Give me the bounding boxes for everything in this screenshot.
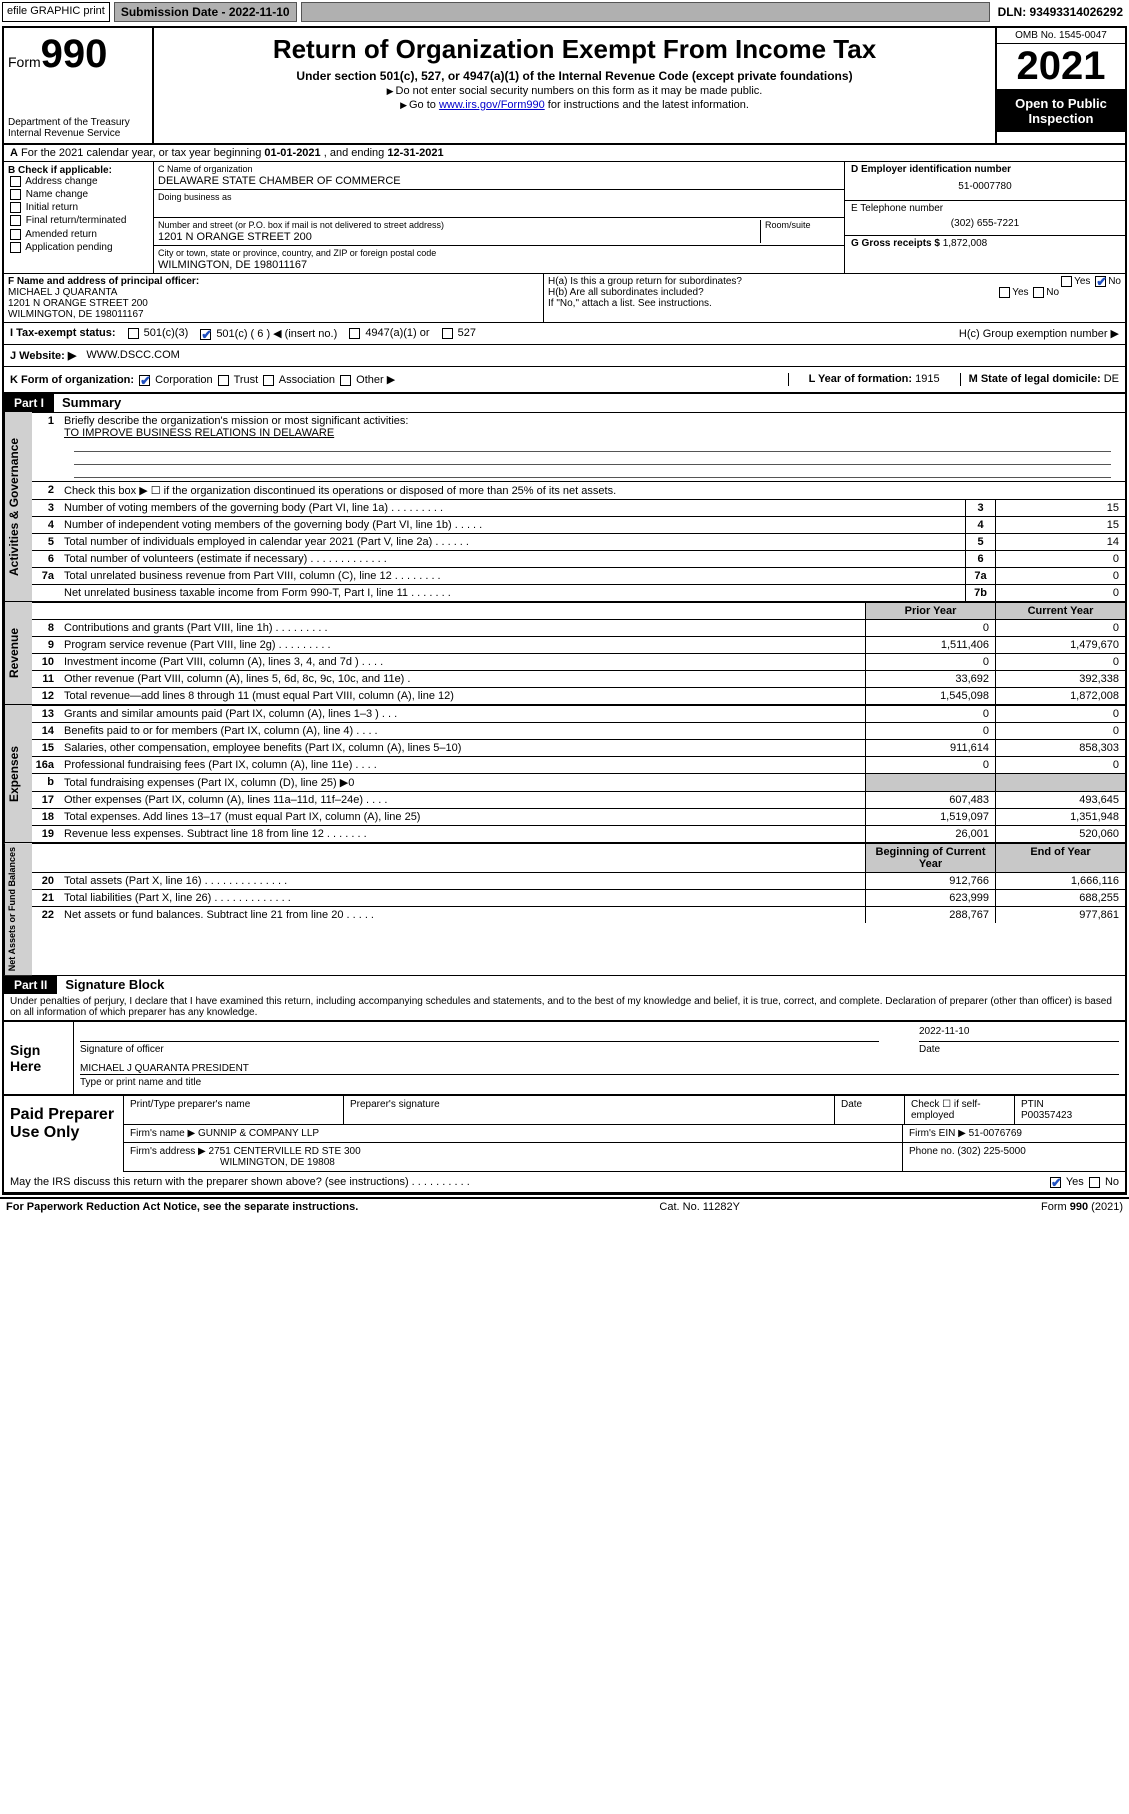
spacer-button <box>301 2 990 22</box>
line-11: 11Other revenue (Part VIII, column (A), … <box>32 670 1125 687</box>
part1-header: Part ISummary <box>4 394 1125 412</box>
perjury-text: Under penalties of perjury, I declare th… <box>4 994 1125 1020</box>
line-19: 19Revenue less expenses. Subtract line 1… <box>32 825 1125 842</box>
line-14: 14Benefits paid to or for members (Part … <box>32 722 1125 739</box>
paid-preparer-label: Paid Preparer Use Only <box>4 1096 124 1172</box>
check-applicable-box: B Check if applicable: Address change Na… <box>4 162 154 273</box>
dln-label: DLN: 93493314026292 <box>994 2 1127 22</box>
footer: For Paperwork Reduction Act Notice, see … <box>0 1197 1129 1215</box>
line-22: 22Net assets or fund balances. Subtract … <box>32 906 1125 923</box>
side-revenue: Revenue <box>4 602 32 704</box>
line-6: 6Total number of volunteers (estimate if… <box>32 550 1125 567</box>
line-18: 18Total expenses. Add lines 13–17 (must … <box>32 808 1125 825</box>
discuss-row: May the IRS discuss this return with the… <box>4 1172 1125 1193</box>
year-box: OMB No. 1545-0047 2021 Open to Public In… <box>995 28 1125 143</box>
line-10: 10Investment income (Part VIII, column (… <box>32 653 1125 670</box>
side-expenses: Expenses <box>4 705 32 842</box>
line-8: 8Contributions and grants (Part VIII, li… <box>32 619 1125 636</box>
sign-here-label: Sign Here <box>4 1022 74 1094</box>
side-activities: Activities & Governance <box>4 412 32 601</box>
line-5: 5Total number of individuals employed in… <box>32 533 1125 550</box>
form-id-box: Form990 Department of the Treasury Inter… <box>4 28 154 143</box>
signature-body: Signature of officer 2022-11-10Date MICH… <box>74 1022 1125 1094</box>
line-4: 4Number of independent voting members of… <box>32 516 1125 533</box>
line-b: bTotal fundraising expenses (Part IX, co… <box>32 773 1125 791</box>
tax-status-row: I Tax-exempt status: 501(c)(3) 501(c) ( … <box>4 323 1125 345</box>
line-13: 13Grants and similar amounts paid (Part … <box>32 705 1125 722</box>
line-12: 12Total revenue—add lines 8 through 11 (… <box>32 687 1125 704</box>
ein-phone-box: D Employer identification number51-00077… <box>845 162 1125 273</box>
form-of-org-row: K Form of organization: Corporation Trus… <box>4 367 1125 394</box>
group-return-box: H(a) Is this a group return for subordin… <box>544 274 1125 322</box>
instructions-link[interactable]: www.irs.gov/Form990 <box>439 99 545 111</box>
submission-date-button[interactable]: Submission Date - 2022-11-10 <box>114 2 297 22</box>
officer-box: F Name and address of principal officer:… <box>4 274 544 322</box>
efile-label: efile GRAPHIC print <box>2 2 110 22</box>
org-info-box: C Name of organizationDELAWARE STATE CHA… <box>154 162 845 273</box>
part2-header: Part IISignature Block <box>4 976 1125 994</box>
line-7a: 7aTotal unrelated business revenue from … <box>32 567 1125 584</box>
form-title-box: Return of Organization Exempt From Incom… <box>154 28 995 143</box>
line-20: 20Total assets (Part X, line 16) . . . .… <box>32 872 1125 889</box>
line-17: 17Other expenses (Part IX, column (A), l… <box>32 791 1125 808</box>
tax-period: A For the 2021 calendar year, or tax yea… <box>4 145 1125 162</box>
form-title: Return of Organization Exempt From Incom… <box>160 34 989 65</box>
line-9: 9Program service revenue (Part VIII, lin… <box>32 636 1125 653</box>
line-7b: Net unrelated business taxable income fr… <box>32 584 1125 601</box>
preparer-body: Print/Type preparer's namePreparer's sig… <box>124 1096 1125 1172</box>
line-15: 15Salaries, other compensation, employee… <box>32 739 1125 756</box>
side-netassets: Net Assets or Fund Balances <box>4 843 32 975</box>
line-21: 21Total liabilities (Part X, line 26) . … <box>32 889 1125 906</box>
line-3: 3Number of voting members of the governi… <box>32 499 1125 516</box>
website-row: J Website: ▶ WWW.DSCC.COM <box>4 345 1125 367</box>
line-16a: 16aProfessional fundraising fees (Part I… <box>32 756 1125 773</box>
